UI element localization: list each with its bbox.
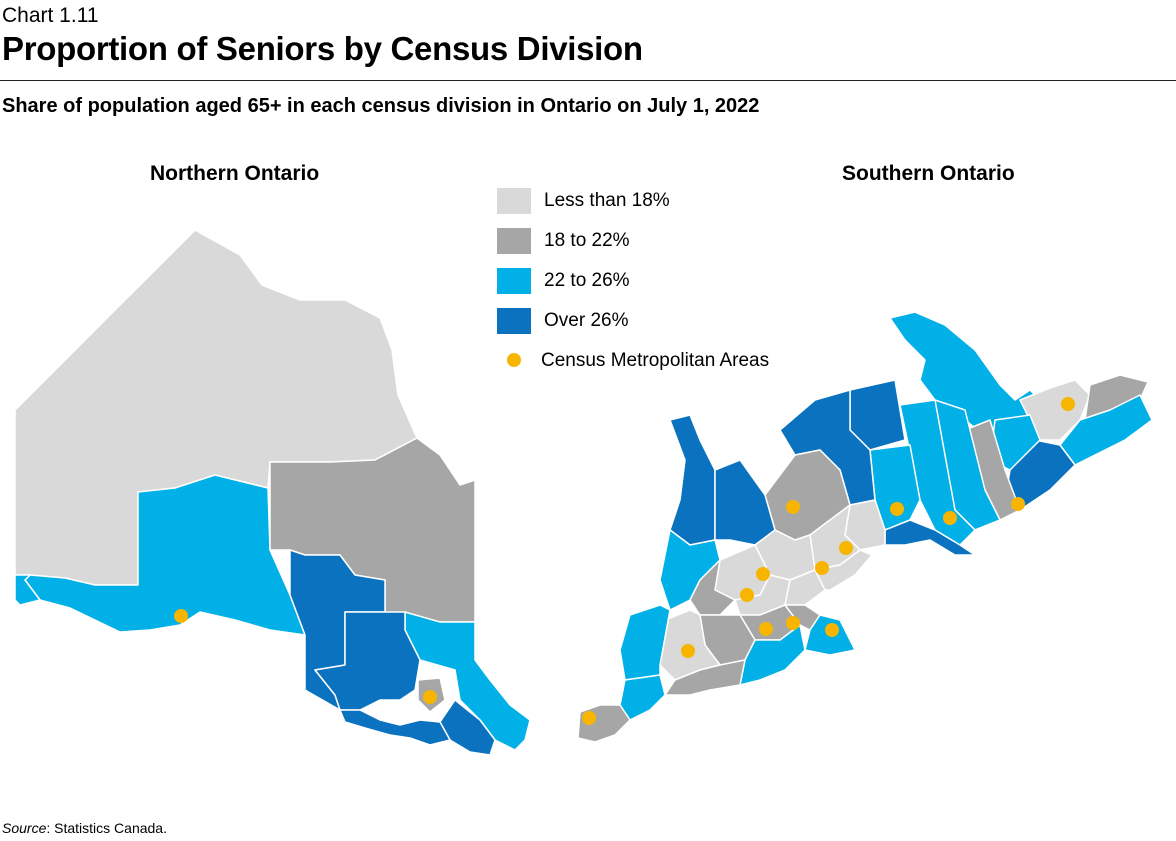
cma-dot-peterborough [890, 502, 904, 516]
legend-item-less-than-18: Less than 18% [497, 188, 817, 214]
division-peterborough [899, 399, 976, 546]
division-bruce [669, 414, 716, 546]
cma-dot-belleville [943, 511, 957, 525]
legend-label: Census Metropolitan Areas [541, 350, 770, 371]
cma-dot-oshawa [839, 541, 853, 555]
cma-dot-windsor [582, 711, 596, 725]
chart-number: Chart 1.11 [2, 4, 99, 27]
cma-dot-kitchener [740, 588, 754, 602]
cma-dot-brantford [759, 622, 773, 636]
cma-dot-guelph [756, 567, 770, 581]
cma-dot-london [681, 644, 695, 658]
legend-item-18-to-22: 18 to 22% [497, 228, 817, 254]
division-haldimand-norfolk [739, 624, 806, 686]
cma-dot-icon [507, 353, 521, 367]
legend-label: Over 26% [544, 310, 629, 331]
division-thunder-bay [24, 474, 306, 636]
legend-item-22-to-26: 22 to 26% [497, 268, 817, 294]
chart-title: Proportion of Seniors by Census Division [2, 30, 643, 67]
division-ottawa [1019, 379, 1091, 441]
division-grey [714, 459, 776, 546]
division-manitoulin [339, 709, 451, 746]
cma-dot-barrie [786, 500, 800, 514]
source-note: Source: Statistics Canada. [2, 820, 167, 836]
division-northumberland [884, 519, 976, 556]
division-timiskaming [404, 611, 531, 751]
legend-swatch [497, 188, 531, 214]
legend-item-cma: Census Metropolitan Areas [497, 348, 817, 374]
legend-swatch [497, 308, 531, 334]
cma-dot-sudbury [423, 690, 437, 704]
cma-dot-toronto [815, 561, 829, 575]
northern-ontario-title: Northern Ontario [150, 162, 320, 185]
cma-dot-thunder-bay [174, 609, 188, 623]
cma-dot-ottawa [1061, 397, 1075, 411]
legend-swatch [497, 228, 531, 254]
chart-subtitle: Share of population aged 65+ in each cen… [2, 95, 760, 117]
source-text: : Statistics Canada. [46, 820, 167, 836]
division-toronto [814, 549, 873, 591]
legend-label: 22 to 26% [544, 270, 630, 291]
division-rainy-river [14, 574, 41, 606]
legend-item-over-26: Over 26% [497, 308, 817, 334]
legend-swatch [497, 268, 531, 294]
title-divider [0, 80, 1176, 81]
cma-dot-hamilton [786, 616, 800, 630]
division-chatham-kent [619, 674, 666, 721]
northern-ontario-map [14, 229, 531, 756]
southern-ontario-map [577, 311, 1153, 743]
division-elgin [664, 659, 746, 696]
division-sudbury [314, 611, 421, 711]
division-lambton [619, 604, 671, 681]
legend-label: 18 to 22% [544, 230, 630, 251]
legend-label: Less than 18% [544, 190, 670, 211]
cma-dot-st-catharines [825, 623, 839, 637]
southern-ontario-title: Southern Ontario [842, 162, 1015, 185]
cma-dot-kingston [1011, 497, 1025, 511]
source-prefix: Source [2, 820, 47, 836]
